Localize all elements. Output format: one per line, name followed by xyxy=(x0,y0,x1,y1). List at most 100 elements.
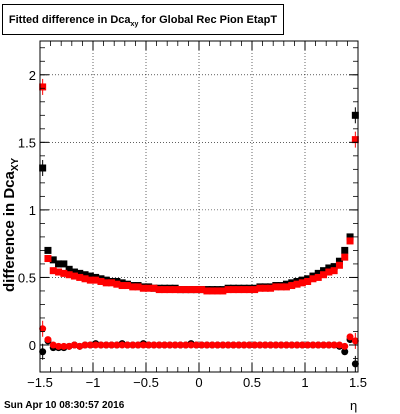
data-point xyxy=(304,277,312,285)
data-point xyxy=(70,341,78,349)
data-point xyxy=(288,282,296,290)
data-point xyxy=(203,287,211,295)
data-point xyxy=(304,341,312,349)
data-point xyxy=(282,341,290,349)
data-point xyxy=(166,286,174,294)
series-3 xyxy=(39,320,359,350)
data-point xyxy=(60,342,68,350)
data-point xyxy=(76,269,84,277)
data-point xyxy=(92,276,100,284)
data-point xyxy=(171,286,179,294)
data-point xyxy=(161,341,169,349)
data-point xyxy=(320,341,328,349)
data-point xyxy=(108,341,116,349)
data-point xyxy=(309,275,317,283)
y-tick-label: 1 xyxy=(29,203,36,218)
data-point xyxy=(314,273,322,281)
data-point xyxy=(256,284,264,292)
data-point xyxy=(55,268,63,276)
data-point xyxy=(267,341,275,349)
data-point xyxy=(102,341,110,349)
x-tick-label: −1.5 xyxy=(27,375,53,390)
data-point xyxy=(60,269,68,277)
data-point xyxy=(49,341,57,349)
data-point xyxy=(192,286,200,294)
x-tick-label: 1 xyxy=(301,375,308,390)
data-point xyxy=(65,265,73,273)
data-point xyxy=(113,280,121,288)
data-point xyxy=(113,341,121,349)
data-point xyxy=(145,284,153,292)
data-point xyxy=(145,341,153,349)
data-point xyxy=(277,283,285,291)
data-point xyxy=(325,268,333,276)
data-point xyxy=(320,271,328,279)
data-point xyxy=(229,341,237,349)
data-point xyxy=(49,256,57,264)
y-tick-label: 0.5 xyxy=(18,270,36,285)
data-point xyxy=(70,268,78,276)
data-point xyxy=(60,260,68,268)
data-point xyxy=(335,257,343,265)
data-point xyxy=(245,286,253,294)
data-point xyxy=(76,342,84,350)
data-point xyxy=(76,273,84,281)
data-point xyxy=(44,246,52,254)
data-point xyxy=(187,341,195,349)
data-point xyxy=(134,341,142,349)
data-point xyxy=(214,341,222,349)
data-point xyxy=(44,255,52,263)
data-point xyxy=(245,341,253,349)
data-point xyxy=(86,276,94,284)
grid-lines xyxy=(40,41,358,372)
data-point xyxy=(320,267,328,275)
data-point xyxy=(235,341,243,349)
data-point xyxy=(192,341,200,349)
data-point xyxy=(65,342,73,350)
data-point xyxy=(49,267,57,275)
data-point xyxy=(39,164,47,172)
data-point xyxy=(251,341,259,349)
data-point xyxy=(182,286,190,294)
data-point xyxy=(81,341,89,349)
data-point xyxy=(240,341,248,349)
data-point xyxy=(70,272,78,280)
y-tick-label: 2 xyxy=(29,68,36,83)
data-point xyxy=(176,341,184,349)
timestamp: Sun Apr 10 08:30:57 2016 xyxy=(4,400,125,411)
data-point xyxy=(325,264,333,272)
data-point xyxy=(224,341,232,349)
data-point xyxy=(55,342,63,350)
y-axis-label: difference in DcaXY xyxy=(1,157,21,292)
data-point xyxy=(314,341,322,349)
data-point xyxy=(335,261,343,269)
data-point xyxy=(39,325,47,333)
x-tick-label: 1.5 xyxy=(349,375,367,390)
data-point xyxy=(298,341,306,349)
data-point xyxy=(198,286,206,294)
data-point xyxy=(97,341,105,349)
data-point xyxy=(346,233,354,241)
data-point xyxy=(325,341,333,349)
series-2 xyxy=(39,78,359,295)
data-point xyxy=(150,341,158,349)
data-point xyxy=(341,342,349,350)
data-point xyxy=(219,341,227,349)
data-point xyxy=(92,341,100,349)
data-point xyxy=(214,287,222,295)
data-point xyxy=(293,341,301,349)
data-point xyxy=(39,348,47,356)
data-point xyxy=(351,136,359,144)
data-point xyxy=(123,341,131,349)
data-point xyxy=(314,269,322,277)
data-point xyxy=(187,286,195,294)
x-tick-label: −1 xyxy=(86,375,101,390)
data-point xyxy=(261,284,269,292)
data-point xyxy=(341,348,349,356)
data-point xyxy=(134,283,142,291)
data-point xyxy=(139,341,147,349)
data-point xyxy=(224,286,232,294)
data-point xyxy=(155,286,163,294)
data-point xyxy=(267,284,275,292)
